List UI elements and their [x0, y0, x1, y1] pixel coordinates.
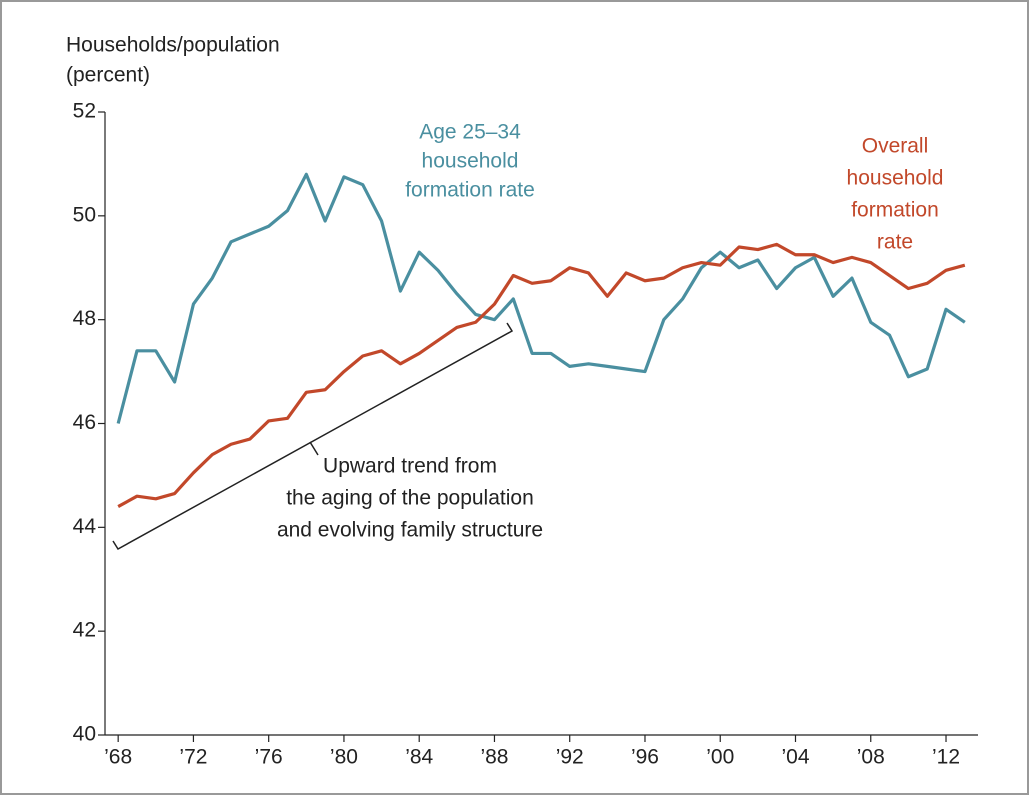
x-tick-label: ’04 — [781, 746, 809, 769]
series-label: formation — [851, 199, 939, 222]
y-tick-label: 44 — [73, 515, 97, 538]
series-label: household — [847, 167, 944, 190]
x-tick-label: ’00 — [706, 746, 734, 769]
x-tick-label: ’76 — [255, 746, 283, 769]
annotation: and evolving family structure — [277, 519, 543, 542]
x-tick-label: ’80 — [330, 746, 358, 769]
x-tick-label: ’96 — [631, 746, 659, 769]
series-line — [117, 242, 966, 508]
x-tick-label: ’88 — [480, 746, 508, 769]
series-label: rate — [877, 231, 913, 254]
y-tick-label: 40 — [73, 723, 96, 746]
bracket — [112, 322, 514, 551]
series-label: formation rate — [405, 179, 535, 202]
bracket-pointer — [309, 441, 319, 456]
annotation: Upward trend from — [323, 455, 497, 478]
x-tick-label: ’72 — [179, 746, 207, 769]
x-tick-label: ’12 — [932, 746, 960, 769]
x-tick-label: ’84 — [405, 746, 433, 769]
y-tick-label: 48 — [73, 307, 96, 330]
series-label: Age 25–34 — [419, 121, 521, 144]
x-tick-label: ’08 — [857, 746, 885, 769]
y-tick-label: 52 — [73, 100, 96, 123]
y-tick-label: 42 — [73, 619, 96, 642]
series-label: household — [422, 150, 519, 173]
y-axis-title: Households/population — [66, 34, 280, 57]
x-tick-label: ’92 — [556, 746, 584, 769]
y-tick-label: 50 — [73, 203, 96, 226]
series-label: Overall — [862, 135, 929, 158]
x-tick-label: ’68 — [104, 746, 132, 769]
annotation: the aging of the population — [286, 487, 534, 510]
y-tick-label: 46 — [73, 411, 96, 434]
y-axis-title: (percent) — [66, 64, 150, 87]
series-line — [116, 172, 966, 424]
